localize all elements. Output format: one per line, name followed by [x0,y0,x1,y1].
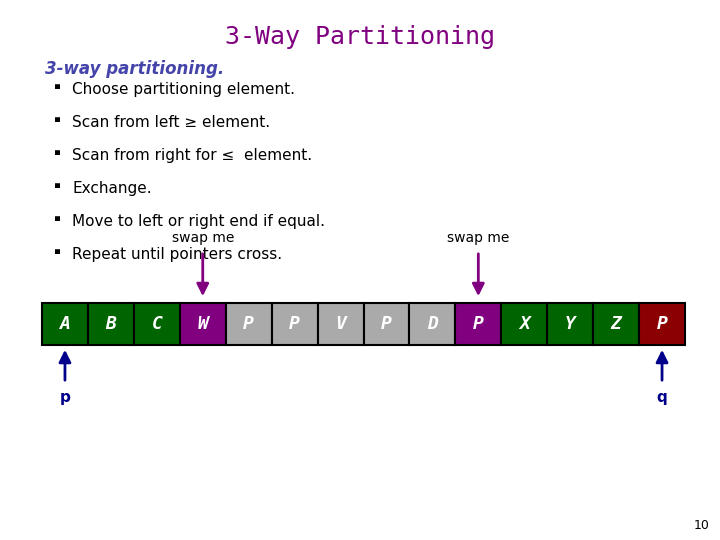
Text: ■: ■ [55,115,60,124]
Text: ■: ■ [55,82,60,91]
Bar [271,303,318,345]
Text: Exchange.: Exchange. [72,181,152,196]
Text: Choose partitioning element.: Choose partitioning element. [72,82,295,97]
Text: P: P [289,315,300,333]
Text: Move to left or right end if equal.: Move to left or right end if equal. [72,214,325,229]
Text: Y: Y [564,315,575,333]
Text: ■: ■ [55,214,60,223]
Text: W: W [197,315,208,333]
Text: 10: 10 [694,519,710,532]
Bar [225,303,271,345]
Bar [410,303,455,345]
Text: swap me: swap me [171,231,234,245]
Text: p: p [60,390,71,405]
Text: X: X [519,315,530,333]
Text: Scan from right for ≤  element.: Scan from right for ≤ element. [72,148,312,163]
Bar [547,303,593,345]
Text: P: P [657,315,667,333]
Bar [501,303,547,345]
Text: B: B [105,315,117,333]
Text: 3-Way Partitioning: 3-Way Partitioning [225,25,495,49]
Bar [639,303,685,345]
Text: swap me: swap me [447,231,510,245]
Text: ■: ■ [55,247,60,256]
Text: P: P [473,315,484,333]
Bar [134,303,180,345]
Text: P: P [243,315,254,333]
Text: D: D [427,315,438,333]
Bar [88,303,134,345]
Bar [364,303,410,345]
Bar [180,303,225,345]
Bar [455,303,501,345]
Text: ■: ■ [55,148,60,157]
Bar [42,303,88,345]
Text: Z: Z [611,315,621,333]
Text: Scan from left ≥ element.: Scan from left ≥ element. [72,115,270,130]
Text: 3-way partitioning.: 3-way partitioning. [45,60,224,78]
Text: ■: ■ [55,181,60,190]
Bar [318,303,364,345]
Text: P: P [381,315,392,333]
Text: A: A [60,315,71,333]
Text: V: V [335,315,346,333]
Text: C: C [151,315,162,333]
Text: q: q [657,390,667,405]
Text: Repeat until pointers cross.: Repeat until pointers cross. [72,247,282,262]
Bar [593,303,639,345]
